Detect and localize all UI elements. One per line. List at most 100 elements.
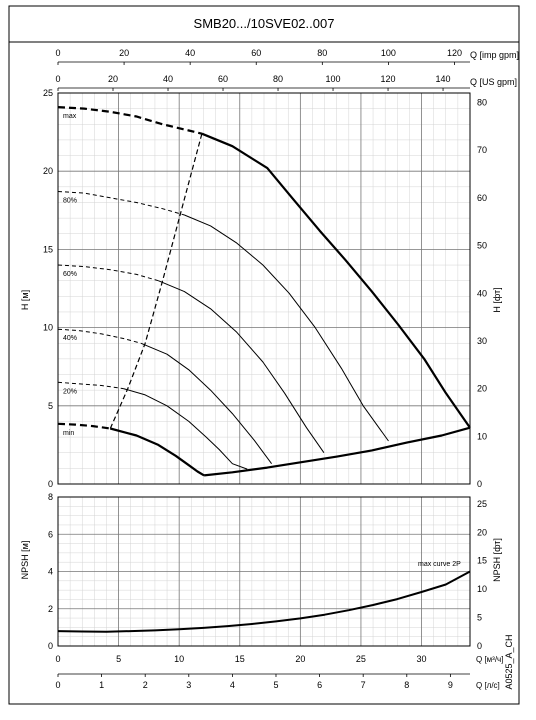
- top-axis-tick-label: 60: [251, 48, 261, 58]
- npsh-xtick-label-m3h: 5: [116, 654, 121, 664]
- npsh-xtick-label-m3h: 15: [235, 654, 245, 664]
- drawing-code: A0525_A_CH: [504, 634, 514, 689]
- head-curve-20%-dashed: [57, 381, 124, 390]
- curve-label-max: max: [63, 113, 77, 120]
- top-axis-tick-label: 40: [163, 74, 173, 84]
- npsh-ytick-label: 2: [48, 604, 53, 614]
- npsh-xtick-label-ls: 5: [273, 680, 278, 690]
- head-ytick-label: 25: [43, 88, 53, 98]
- head-chart-plot-area: [57, 92, 471, 485]
- npsh-chart-tick-labels: 0 2 4 6 8 0 5 10 15 20 25 0 5 10 15 20 25 30 0 1 2 3 4 5 6 7 8 9: [48, 492, 487, 690]
- head-ytick-right-label: 60: [477, 193, 487, 203]
- npsh-ytick-right-label: 20: [477, 527, 487, 537]
- npsh-ytick-label: 4: [48, 567, 53, 577]
- head-ytick-label: 15: [43, 244, 53, 254]
- npsh-xtick-label-ls: 9: [448, 680, 453, 690]
- head-curve-80%: [184, 214, 389, 442]
- head-curve-40%-dashed: [57, 328, 141, 344]
- npsh-ytick-label: 8: [48, 492, 53, 502]
- top-axis-tick-label: 80: [317, 48, 327, 58]
- npsh-chart-curves: [57, 570, 471, 633]
- npsh-ytick-right-label: 25: [477, 499, 487, 509]
- head-chart-curve-labels: max 80% 60% 40% 20% min: [63, 113, 77, 437]
- npsh-xtick-label-ls: 3: [186, 680, 191, 690]
- top-axis-tick-label: 20: [119, 48, 129, 58]
- top-axis-tick-label: 0: [55, 48, 60, 58]
- curve-label-80%: 80%: [63, 198, 77, 205]
- npsh-xtick-label-ls: 7: [361, 680, 366, 690]
- head-curve-80%-dashed: [57, 191, 185, 216]
- head-ytick-right-label: 40: [477, 288, 487, 298]
- top-axis-tick-label: 140: [436, 74, 451, 84]
- curve-label-min: min: [63, 430, 74, 437]
- npsh-curve-max: [57, 570, 471, 633]
- head-curve-max-dashed: [57, 106, 203, 135]
- head-ytick-right-label: 0: [477, 479, 482, 489]
- top-axis-tick-label: 100: [381, 48, 396, 58]
- npsh-ytick-right-label: 5: [477, 613, 482, 623]
- head-curve-min-flow-limit: [109, 133, 203, 429]
- top-axis-tick-label: 40: [185, 48, 195, 58]
- head-ytick-right-label: 50: [477, 241, 487, 251]
- head-curve-min: [110, 427, 205, 477]
- curve-label-60%: 60%: [63, 271, 77, 278]
- head-curve-20%: [123, 388, 248, 470]
- head-chart-curves: [57, 106, 471, 477]
- npsh-xtick-label-ls: 4: [230, 680, 235, 690]
- npsh-series-label: max curve 2P: [418, 561, 461, 568]
- head-curve-max-flow-limit: [203, 426, 471, 477]
- head-ytick-right-label: 30: [477, 336, 487, 346]
- top-axis-tick-label: 100: [326, 74, 341, 84]
- npsh-xtick-label-m3h: 25: [356, 654, 366, 664]
- npsh-xtick-label-m3h: 0: [55, 654, 60, 664]
- top-axis-tick-label: 60: [218, 74, 228, 84]
- head-ylabel-right: H [фт]: [492, 287, 502, 312]
- head-ytick-right-label: 70: [477, 145, 487, 155]
- curve-label-40%: 40%: [63, 335, 77, 342]
- npsh-ytick-right-label: 10: [477, 584, 487, 594]
- head-ylabel: H [м]: [20, 290, 30, 310]
- npsh-xtick-label-ls: 8: [404, 680, 409, 690]
- npsh-chart: 0 2 4 6 8 0 5 10 15 20 25 0 5 10 15 20 25 30 0 1 2 3 4 5 6 7 8 9 ma…: [20, 492, 503, 690]
- top-axis-tick-label: 120: [447, 48, 462, 58]
- head-ytick-label: 0: [48, 479, 53, 489]
- npsh-xtick-label-m3h: 30: [417, 654, 427, 664]
- top-axis-tick-label: 20: [108, 74, 118, 84]
- npsh-xtick-label-m3h: 20: [295, 654, 305, 664]
- npsh-ylabel: NPSH [м]: [20, 541, 30, 580]
- npsh-ylabel-right: NPSH [фт]: [492, 538, 502, 582]
- head-ytick-label: 20: [43, 166, 53, 176]
- head-ytick-right-label: 20: [477, 384, 487, 394]
- head-ytick-right-label: 10: [477, 431, 487, 441]
- npsh-xtick-label-m3h: 10: [174, 654, 184, 664]
- sheet-border: [8, 5, 520, 705]
- npsh-xtick-label-ls: 2: [143, 680, 148, 690]
- head-curve-40%: [140, 342, 273, 464]
- top-axis-tick-label: 0: [55, 74, 60, 84]
- x-axis-label-ls: Q [л/с]: [476, 681, 500, 690]
- head-curve-60%-dashed: [57, 264, 159, 282]
- npsh-chart-grid: [58, 497, 470, 646]
- npsh-ytick-label: 6: [48, 529, 53, 539]
- npsh-ytick-right-label: 0: [477, 641, 482, 651]
- top-axis-label-us-gpm: Q [US gpm]: [470, 77, 517, 87]
- x-axis-label-m3h: Q [м³/ч]: [476, 655, 503, 664]
- sheet-title: SMB20.../10SVE02..007: [194, 16, 335, 31]
- npsh-ytick-right-label: 15: [477, 556, 487, 566]
- npsh-xtick-label-ls: 6: [317, 680, 322, 690]
- npsh-xtick-label-ls: 0: [55, 680, 60, 690]
- top-axis-tick-label: 120: [381, 74, 396, 84]
- npsh-ytick-label: 0: [48, 641, 53, 651]
- top-axis-tick-label: 80: [273, 74, 283, 84]
- head-ytick-label: 5: [48, 401, 53, 411]
- head-ytick-label: 10: [43, 323, 53, 333]
- npsh-xtick-label-ls: 1: [99, 680, 104, 690]
- head-curve-min-dashed: [57, 422, 111, 430]
- head-ytick-right-label: 80: [477, 98, 487, 108]
- head-curve-max: [201, 132, 471, 429]
- head-chart-grid: [58, 93, 470, 484]
- head-curve-60%: [158, 280, 325, 453]
